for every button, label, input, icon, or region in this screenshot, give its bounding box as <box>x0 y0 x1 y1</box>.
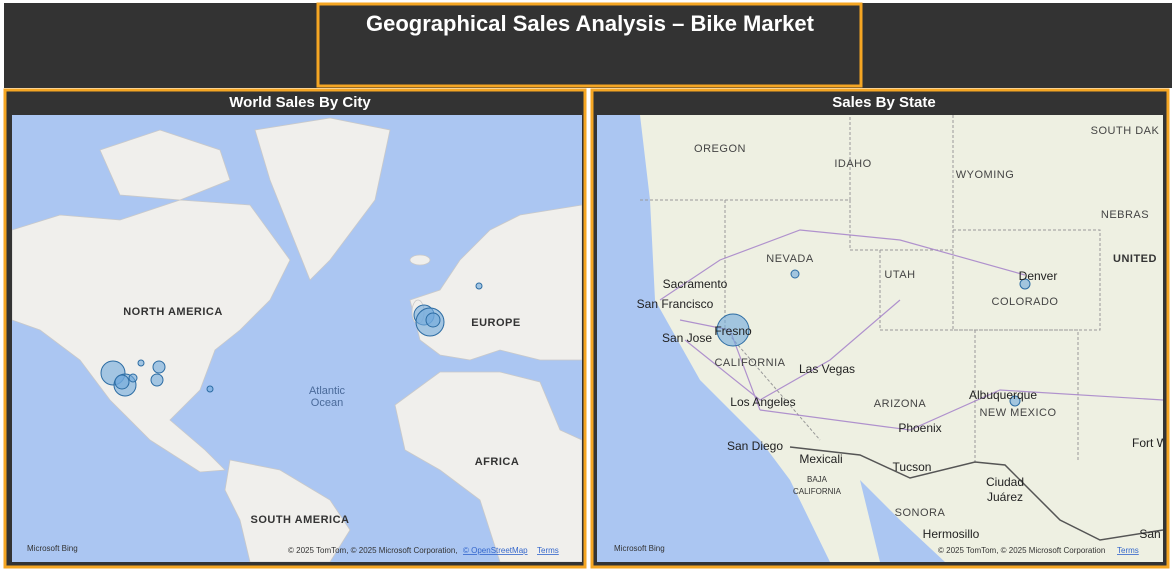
panel-title: Sales By State <box>832 94 935 111</box>
map-labels: OREGON IDAHO WYOMING SOUTH DAK NEBRAS NEVADA U… <box>637 125 1169 541</box>
map-label: EUROPE <box>471 317 520 329</box>
map-label: Hermosillo <box>923 527 980 541</box>
map-label: Los Angeles <box>730 395 795 409</box>
map-label: Denver <box>1019 269 1058 283</box>
map-label: UNITED <box>1113 253 1157 265</box>
map-label: OREGON <box>694 143 746 155</box>
map-label: Tucson <box>893 460 932 474</box>
dashboard-title: Geographical Sales Analysis – Bike Marke… <box>366 11 815 36</box>
map-logo: Microsoft Bing <box>27 544 78 553</box>
map-label: Las Vegas <box>799 362 855 376</box>
map-label: San Francisco <box>637 297 714 311</box>
map-label: Juárez <box>987 490 1023 504</box>
map-label: UTAH <box>884 269 915 281</box>
map-label: Albuquerque <box>969 388 1037 402</box>
state-map <box>597 115 1163 562</box>
map-label: Fort W <box>1132 436 1169 450</box>
terms-link[interactable]: Terms <box>537 546 559 555</box>
map-label: SONORA <box>895 507 946 519</box>
map-label: Mexicali <box>799 452 842 466</box>
map-label: COLORADO <box>992 296 1059 308</box>
attribution: © 2025 TomTom, © 2025 Microsoft Corporat… <box>288 546 458 555</box>
title-box <box>316 2 863 88</box>
world-map: NORTH AMERICA EUROPE AFRICA SOUTH AMERIC… <box>12 115 582 562</box>
map-label: NEW MEXICO <box>979 407 1056 419</box>
map-label: NORTH AMERICA <box>123 306 223 318</box>
map-label: San <box>1139 527 1160 541</box>
panel-title: World Sales By City <box>229 94 371 111</box>
terms-link[interactable]: Terms <box>1117 546 1139 555</box>
map-label: Atlantic <box>309 385 346 397</box>
map-label: SOUTH AMERICA <box>251 514 350 526</box>
map-label: CALIFORNIA <box>793 487 842 496</box>
map-label: SOUTH DAK <box>1091 125 1160 137</box>
map-logo: Microsoft Bing <box>614 544 665 553</box>
map-label: ARIZONA <box>874 398 927 410</box>
osm-link[interactable]: © OpenStreetMap <box>463 546 528 555</box>
map-label: NEBRAS <box>1101 209 1149 221</box>
map-label: BAJA <box>807 475 828 484</box>
map-label: San Diego <box>727 439 783 453</box>
map-label: Phoenix <box>898 421 941 435</box>
map-label: Ciudad <box>986 475 1024 489</box>
attribution: © 2025 TomTom, © 2025 Microsoft Corporat… <box>938 546 1105 555</box>
map-label: Sacramento <box>663 277 728 291</box>
map-label: San Jose <box>662 331 712 345</box>
map-label: IDAHO <box>834 158 871 170</box>
map-label: AFRICA <box>475 456 520 468</box>
map-label: WYOMING <box>956 169 1015 181</box>
map-label: Fresno <box>714 324 752 338</box>
map-label: NEVADA <box>766 253 814 265</box>
map-label: CALIFORNIA <box>714 357 785 369</box>
map-label: Ocean <box>311 397 343 409</box>
